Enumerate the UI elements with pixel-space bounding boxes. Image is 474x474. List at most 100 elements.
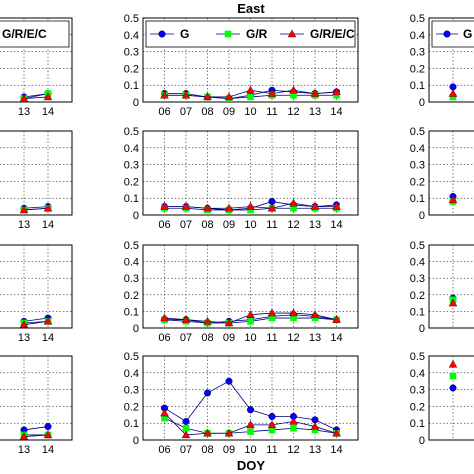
data-point-grec [448,359,458,368]
data-point-grec [289,198,298,207]
data-point-gr [161,414,168,422]
y-tick-label: 0 [419,210,425,222]
y-tick-label: 0.4 [410,143,425,155]
legend-marker-grec [287,29,297,38]
data-point-g [225,377,233,385]
data-point-gr [268,426,276,434]
data-point-grec [246,310,255,318]
y-tick-label: 0.3 [410,385,425,397]
data-point-gr [290,314,297,322]
x-tick-label: 09 [223,106,235,118]
data-point-grec [160,408,169,417]
y-tick-label: 0.4 [124,143,139,155]
x-tick-label: 12 [287,332,299,344]
plot-frame [428,130,474,216]
plot-frame [142,244,359,329]
data-point-grec [310,202,320,210]
plot-frame [0,130,73,216]
x-tick-label: 08 [201,106,213,118]
x-tick-label: 10 [244,106,256,118]
y-tick-label: 0.4 [124,30,139,42]
plot-frame [428,244,474,329]
legend-label: G [463,27,472,41]
y-tick-label: 0.1 [124,306,139,318]
legend-box [0,20,70,48]
y-tick-label: 0.4 [124,257,139,269]
series-line-GREC [23,207,49,211]
data-point-gr [290,204,297,212]
series-line-GREC [23,320,49,326]
x-tick-label: 08 [201,332,213,344]
data-point-grec [43,430,53,439]
data-point-grec [267,420,277,429]
panel-middle-row4: 0 0.1 0.2 0.3 0.4 0.5 06 07 08 09 10 11 12 13 14 [124,351,359,456]
data-point-grec [289,85,298,94]
y-tick-label: 0.5 [124,13,139,25]
x-tick-label: 06 [158,106,170,118]
data-point-grec [43,92,53,101]
data-point-grec [332,428,341,437]
data-point-g [449,384,457,392]
x-tick-label: 14 [42,106,54,118]
panel-right-row3: 0 0.1 0.2 0.3 0.4 0.5 [410,240,474,335]
y-tick-label: 0.1 [410,418,425,430]
y-tick-label: 0.1 [124,418,139,430]
y-tick-label: 0.2 [410,290,425,302]
series-line-G [23,317,49,322]
legend-marker-g [443,30,451,38]
y-tick-label: 0.3 [124,273,139,285]
x-tick-label: 07 [180,219,192,231]
data-point-gr [247,206,254,214]
legend-label: G/R/E/C [2,27,47,41]
plot-frame [428,17,474,103]
panel-middle-row2: 0 0.1 0.2 0.3 0.4 0.5 06 07 08 09 10 11 12 13 14 [124,126,359,231]
legend-marker-gr [224,30,232,38]
y-tick-label: 0.3 [124,160,139,172]
data-point-grec [224,92,234,101]
y-tick-label: 0 [133,323,139,335]
data-point-grec [203,428,212,437]
y-tick-label: 0.1 [124,80,139,92]
panel-right-row2: 0 0.1 0.2 0.3 0.4 0.5 [410,126,474,222]
data-point-grec [160,202,169,210]
y-tick-label: 0.3 [410,47,425,59]
data-point-grec [448,89,458,97]
plot-frame [0,244,73,329]
plot-frame [428,355,474,441]
x-tick-label: 06 [158,219,170,231]
data-point-grec [160,90,169,99]
y-tick-label: 0.2 [124,176,139,188]
legend-left: G/R/E/C [0,20,70,48]
data-point-grec [246,85,255,94]
x-tick-label: 11 [266,219,277,231]
data-point-grec [19,205,29,214]
x-tick-label: 13 [309,332,321,344]
y-tick-label: 0.5 [410,351,425,363]
y-tick-label: 0 [133,97,139,109]
data-point-grec [181,90,191,99]
panel-left-row4: 13 14 [0,355,73,456]
data-point-grec [246,202,255,210]
y-tick-label: 0.1 [410,80,425,92]
y-tick-label: 0.3 [124,47,139,59]
y-tick-label: 0 [419,323,425,335]
data-point-grec [203,92,212,101]
x-tick-label: 10 [244,444,256,456]
data-point-grec [19,94,29,102]
x-tick-label: 14 [42,444,54,456]
y-tick-label: 0.2 [124,290,139,302]
data-point-gr [449,93,457,101]
x-tick-label: 11 [266,444,277,456]
x-tick-label: 06 [158,444,170,456]
y-tick-label: 0 [419,435,425,447]
data-point-grec [332,315,341,323]
data-point-grec [43,203,53,212]
data-point-gr [311,314,319,322]
y-tick-label: 0.2 [124,401,139,413]
x-tick-label: 13 [18,444,30,456]
data-point-g [246,406,254,414]
y-tick-label: 0.1 [124,193,139,205]
x-tick-label: 09 [223,444,235,456]
series-line-GREC [23,434,49,438]
data-point-grec [289,308,298,317]
